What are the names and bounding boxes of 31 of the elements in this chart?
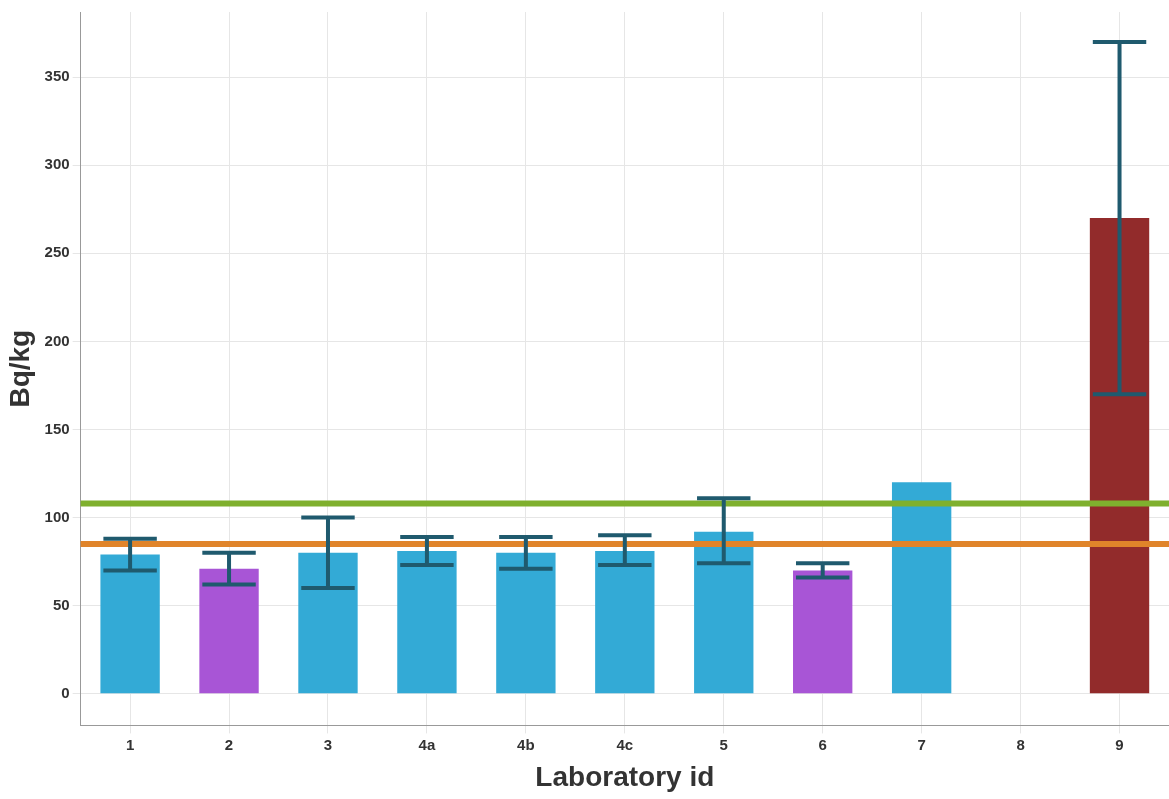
x-tick-label: 1 [125,735,135,753]
bar [595,551,655,694]
y-tick-label: 200 [44,331,70,349]
bar [100,554,160,694]
x-tick-label: 4b [517,735,535,753]
y-tick-label: 50 [52,595,70,613]
x-axis-title: Laboratory id [535,760,715,792]
x-tick-label: 8 [1016,735,1025,753]
x-tick-label: 3 [323,735,333,753]
bar [793,570,853,694]
bar [496,552,556,694]
x-tick-label: 7 [917,735,926,753]
y-tick-label: 300 [44,155,70,173]
x-tick-label: 9 [1115,735,1124,753]
bar [694,531,754,694]
y-axis-title: Bq/kg [3,329,35,408]
x-tick-label: 2 [224,735,234,753]
y-tick-label: 350 [44,67,70,85]
x-tick-label: 4a [418,735,436,753]
y-tick-label: 0 [61,683,70,701]
y-tick-label: 100 [44,507,70,525]
bar [891,482,952,694]
x-tick-label: 5 [719,735,728,753]
bar [298,552,358,694]
x-tick-label: 4c [616,735,634,753]
y-tick-label: 250 [44,243,70,261]
bar [397,551,457,694]
x-tick-label: 6 [818,735,827,753]
y-tick-label: 150 [44,419,70,437]
bar [199,568,259,694]
bar [1089,218,1150,694]
